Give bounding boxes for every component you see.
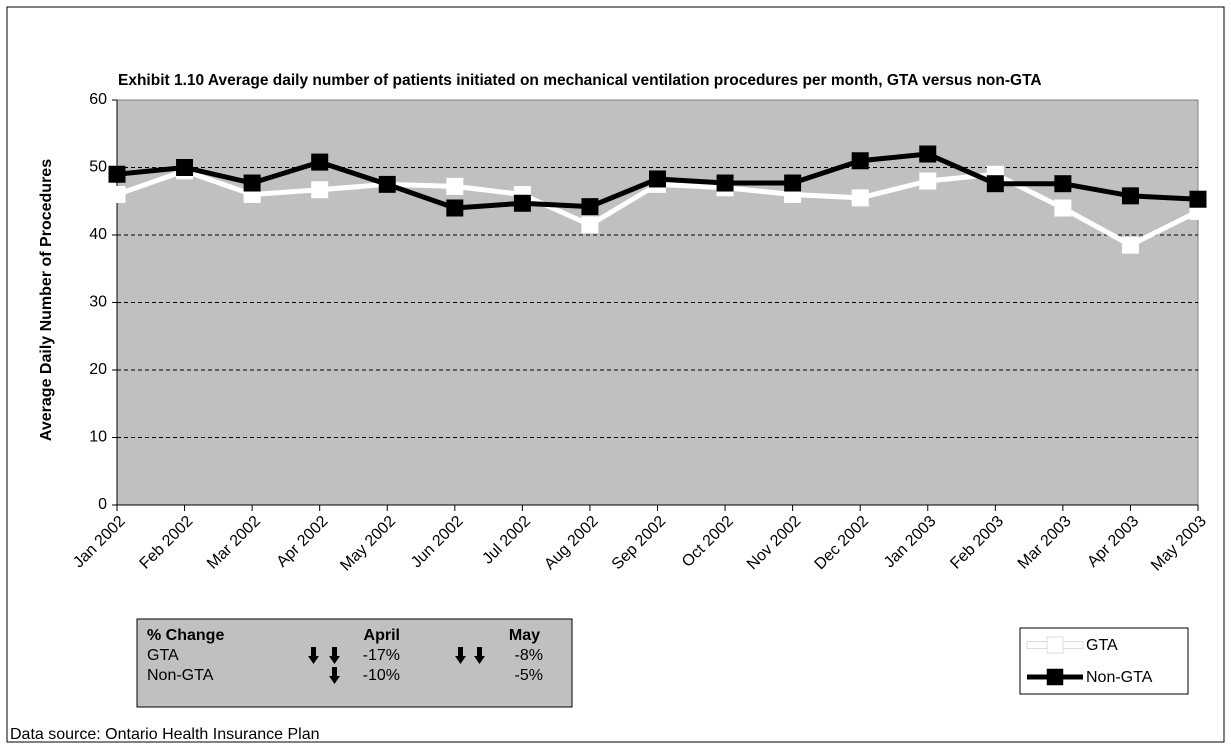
legend-marker: [1046, 636, 1064, 654]
x-tick-label: Nov 2002: [744, 513, 805, 574]
x-tick-label: Sep 2002: [609, 513, 670, 574]
legend-label: GTA: [1086, 637, 1118, 654]
marker: [1054, 199, 1072, 217]
x-tick-label: Jan 2002: [70, 513, 129, 572]
frame: [6, 6, 1225, 743]
marker: [851, 189, 869, 207]
marker: [311, 181, 329, 199]
marker: [581, 198, 599, 216]
marker: [1121, 236, 1139, 254]
x-tick-label: Mar 2002: [204, 513, 264, 573]
x-tick-label: Aug 2002: [541, 513, 602, 574]
arrow: [308, 647, 319, 664]
marker: [446, 177, 464, 195]
chart-title: Exhibit 1.10 Average daily number of pat…: [118, 72, 1042, 89]
marker: [176, 159, 194, 176]
table-cell: -8%: [515, 647, 543, 664]
marker: [1054, 175, 1072, 193]
marker: [649, 170, 666, 188]
x-tick-label: Jun 2002: [408, 513, 467, 572]
marker: [378, 175, 396, 193]
marker: [919, 172, 937, 190]
table-header: April: [364, 627, 400, 644]
x-tick-label: Dec 2002: [812, 513, 873, 574]
marker: [851, 152, 869, 170]
arrow: [474, 647, 485, 664]
x-tick-label: Oct 2002: [679, 513, 737, 571]
marker: [1189, 190, 1207, 208]
marker: [446, 199, 464, 217]
down-arrows: [308, 647, 485, 684]
marker: [513, 194, 531, 212]
legend-label: Non-GTA: [1086, 669, 1153, 686]
x-tick-label: Feb 2003: [947, 513, 1007, 573]
marker: [716, 174, 734, 192]
change-table: % Change April May GTA -17% -8% Non-GTA …: [136, 618, 573, 708]
marker: [108, 186, 126, 203]
source-note: Data source: Ontario Health Insurance Pl…: [10, 726, 320, 743]
marker: [784, 174, 802, 192]
marker: [243, 174, 261, 192]
x-tick-label: Mar 2003: [1015, 513, 1075, 573]
marker: [581, 216, 599, 234]
y-tick-label: 40: [89, 226, 107, 243]
table-header: % Change: [147, 627, 224, 644]
marker: [1121, 187, 1139, 205]
marker: [919, 145, 937, 163]
table-box: [136, 618, 573, 708]
x-tick-label: May 2003: [1148, 513, 1210, 575]
table-cell: Non-GTA: [147, 667, 214, 684]
arrow: [329, 647, 340, 664]
table-cell: -10%: [363, 667, 400, 684]
table-cell: -17%: [363, 647, 400, 664]
table-cell: GTA: [147, 647, 179, 664]
x-tick-label: Jan 2003: [881, 513, 940, 572]
arrow: [329, 667, 340, 684]
x-tick-label: Jul 2002: [479, 513, 534, 568]
y-axis-label: Average Daily Number of Procedures: [38, 159, 55, 441]
y-tick-label: 50: [89, 159, 107, 176]
y-tick-label: 20: [89, 361, 107, 378]
y-tick-label: 0: [98, 496, 107, 513]
marker: [311, 153, 329, 171]
y-tick-label: 10: [89, 429, 107, 446]
marker: [108, 165, 126, 183]
table-header: May: [509, 627, 540, 644]
arrow: [455, 647, 466, 664]
legend-marker: [1046, 668, 1064, 686]
y-tick-label: 30: [89, 294, 107, 311]
marker: [986, 175, 1004, 193]
x-tick-label: Feb 2002: [137, 513, 197, 573]
x-tick-label: Apr 2003: [1084, 513, 1142, 571]
x-tick-label: Apr 2002: [274, 513, 332, 571]
table-cell: -5%: [515, 667, 543, 684]
x-tick-label: May 2002: [337, 513, 399, 575]
y-tick-label: 60: [89, 91, 107, 108]
